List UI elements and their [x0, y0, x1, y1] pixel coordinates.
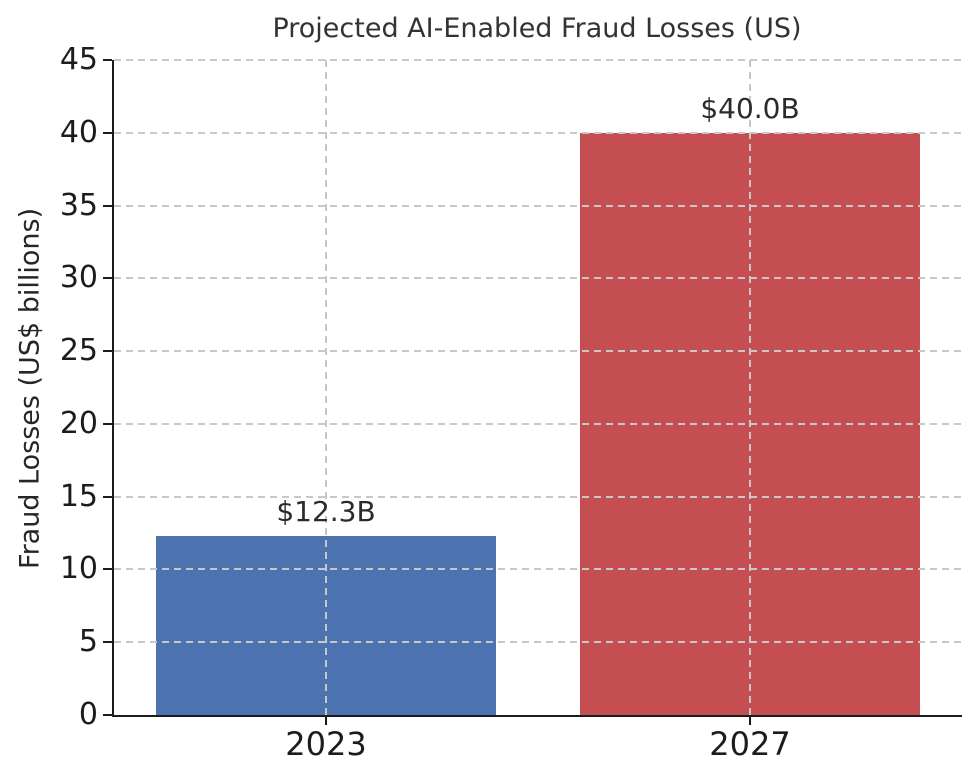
h-gridline [114, 568, 962, 571]
h-gridline [114, 350, 962, 353]
y-tick-mark [103, 495, 112, 498]
h-gridline [114, 59, 962, 61]
y-tick-label: 10 [59, 551, 98, 587]
x-tick-mark [749, 717, 751, 725]
y-tick-label: 20 [59, 405, 98, 441]
y-tick-label: 0 [78, 697, 98, 732]
v-gridline [749, 60, 751, 715]
y-tick-label: 25 [59, 333, 98, 369]
y-tick-mark [103, 568, 112, 571]
h-gridline [114, 422, 962, 425]
bar-value-label: $12.3B [276, 494, 376, 528]
y-tick-mark [103, 714, 112, 716]
y-tick-mark [103, 641, 112, 644]
y-tick-label: 5 [78, 624, 98, 660]
h-gridline [114, 495, 962, 498]
y-tick-mark [103, 350, 112, 353]
y-tick-label: 40 [59, 114, 98, 150]
h-gridline [114, 204, 962, 207]
bar-value-label: $40.0B [700, 91, 800, 125]
h-gridline [114, 277, 962, 280]
y-tick-mark [103, 277, 112, 280]
x-tick-mark [325, 717, 327, 725]
y-tick-label: 35 [59, 187, 98, 223]
x-tick-label: 2027 [709, 725, 791, 763]
y-tick-label: 30 [59, 260, 98, 296]
x-tick-label: 2023 [285, 725, 367, 763]
h-gridline [114, 131, 962, 134]
y-tick-label: 45 [59, 42, 98, 77]
v-gridline [325, 60, 327, 715]
y-tick-label: 15 [59, 478, 98, 514]
plot-area: $12.3B $40.0B [112, 59, 962, 717]
y-axis-label: Fraud Losses (US$ billions) [14, 207, 46, 570]
y-tick-mark [103, 59, 112, 61]
chart-title: Projected AI-Enabled Fraud Losses (US) [272, 13, 802, 44]
y-tick-mark [103, 422, 112, 425]
y-tick-mark [103, 204, 112, 207]
h-gridline [114, 641, 962, 644]
y-tick-mark [103, 131, 112, 134]
